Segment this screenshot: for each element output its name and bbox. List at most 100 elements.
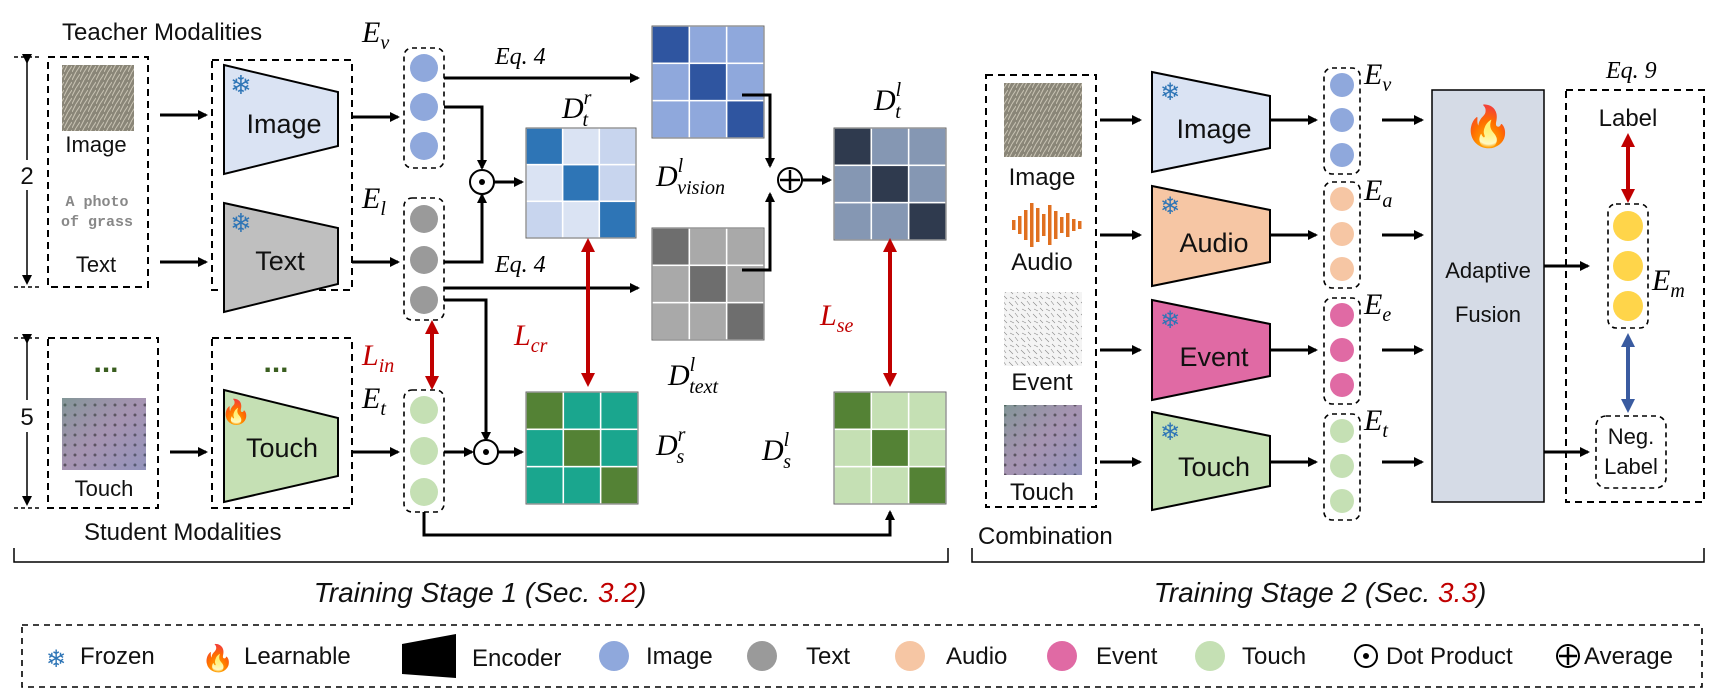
svg-text:Touch: Touch [246, 433, 318, 463]
matrix-D-s-l [833, 391, 947, 505]
image-encoder-teacher: ❄ Image [223, 63, 339, 176]
output-box [1565, 89, 1705, 503]
matrix-cell [870, 465, 910, 505]
matrix-cell [651, 301, 691, 341]
matrix-cell [870, 391, 910, 431]
svg-text:Image: Image [246, 109, 321, 139]
matrix-cell [688, 99, 728, 139]
matrix-cell [562, 465, 602, 505]
embedding-audio-s2 [1323, 181, 1361, 289]
matrix-cell [561, 127, 601, 166]
student-modalities-title: Student Modalities [84, 519, 281, 546]
matrix-cell [651, 25, 691, 65]
label-E-v-stage1: Ev [361, 16, 389, 54]
text-encoder-teacher: ❄ Text [223, 201, 339, 314]
snowflake-icon: ❄ [1160, 306, 1180, 334]
matrix-cell [562, 428, 602, 468]
legend-text: Text [806, 643, 850, 670]
embedding-fused-s2 [1607, 203, 1649, 329]
matrix-cell [870, 428, 910, 468]
matrix-cell [688, 62, 728, 102]
eq9-label: Eq. 9 [1605, 58, 1657, 84]
flame-icon: 🔥 [221, 398, 251, 426]
s2-image-caption: Image [1009, 164, 1076, 191]
matrix-cell [651, 99, 691, 139]
matrix-cell [688, 301, 728, 341]
student-count-indicator: 5 [14, 334, 40, 509]
matrix-cell [525, 127, 564, 166]
legend-box [21, 624, 1703, 688]
matrix-cell [870, 164, 910, 204]
matrix-cell [907, 428, 947, 468]
matrix-cell [907, 164, 947, 204]
legend-frozen: Frozen [80, 643, 155, 670]
student-input-ellipsis: ... [93, 346, 118, 379]
matrix-cell [525, 391, 565, 431]
label-D-s-l: Dl s [761, 429, 791, 473]
matrix-cell [725, 227, 765, 267]
matrix-cell [561, 200, 601, 239]
matrix-D-s-r [525, 391, 639, 505]
snowflake-icon: ❄ [1160, 192, 1180, 220]
label-E-t-stage1: Et [361, 382, 386, 420]
adaptive-fusion-block [1431, 89, 1545, 503]
label-E-a-s2: Ea [1363, 174, 1392, 212]
student-input-box [47, 337, 159, 509]
stage1-bracket [13, 548, 949, 563]
svg-text:Image: Image [1176, 114, 1251, 144]
snowflake-icon: ❄ [1160, 78, 1180, 106]
waveform-bar [1048, 205, 1052, 245]
combination-label: Combination [978, 523, 1113, 550]
snowflake-icon: ❄ [46, 645, 66, 673]
neg-label-line1: Neg. [1608, 424, 1654, 449]
svg-text:Text: Text [255, 246, 305, 276]
svg-text:Audio: Audio [1179, 228, 1248, 258]
embedding-touch-s2 [1323, 413, 1361, 521]
svg-text:5: 5 [20, 404, 33, 431]
matrix-cell [525, 428, 565, 468]
grass-image-thumbnail [62, 65, 134, 131]
legend-learnable: Learnable [244, 643, 351, 670]
legend-event: Event [1096, 643, 1158, 670]
label-D-text-l: Dl text [667, 354, 719, 398]
matrix-cell [599, 391, 639, 431]
matrix-cell [833, 164, 873, 204]
matrix-D-t-l [833, 127, 947, 241]
matrix-frame [651, 25, 765, 139]
neg-label-box [1595, 415, 1667, 489]
matrix-cell [833, 428, 873, 468]
embedding-touch-stage1 [403, 389, 445, 513]
s2-touch-caption: Touch [1010, 479, 1074, 506]
s2-audio-caption: Audio [1011, 249, 1072, 276]
matrix-frame [651, 227, 765, 341]
embedding-text-stage1 [403, 197, 445, 321]
matrix-cell [907, 127, 947, 167]
matrix-D-vision-l [651, 25, 765, 139]
teacher-input-box [47, 56, 149, 288]
label-E-l-stage1: El [361, 182, 386, 220]
waveform-bar [1072, 219, 1076, 231]
audio-encoder-s2: ❄ Audio [1151, 184, 1271, 288]
embedding-event-s2 [1323, 297, 1361, 405]
audio-legend-dot [895, 641, 925, 671]
dot-product-icon [1354, 644, 1378, 668]
matrix-cell [725, 99, 765, 139]
legend-audio: Audio [946, 643, 1007, 670]
waveform-bar [1042, 214, 1046, 236]
student-encoder-ellipsis: ... [263, 346, 288, 379]
label-D-t-l: Dl t [873, 79, 902, 123]
legend-image: Image [646, 643, 713, 670]
snowflake-icon: ❄ [230, 71, 252, 101]
combination-input-box [985, 74, 1097, 508]
event-image-thumbnail [1004, 292, 1082, 366]
stage2-bracket [971, 548, 1705, 563]
s2-event-caption: Event [1011, 369, 1073, 396]
encoder-legend-icon [402, 634, 456, 678]
matrix-cell [833, 391, 873, 431]
waveform-bar [1060, 217, 1064, 233]
teacher-count-indicator: 2 [14, 54, 40, 288]
label-D-t-r: Dr t [561, 87, 592, 131]
text-sample-line2: of grass [61, 214, 133, 231]
event-encoder-s2: ❄ Event [1151, 298, 1271, 402]
